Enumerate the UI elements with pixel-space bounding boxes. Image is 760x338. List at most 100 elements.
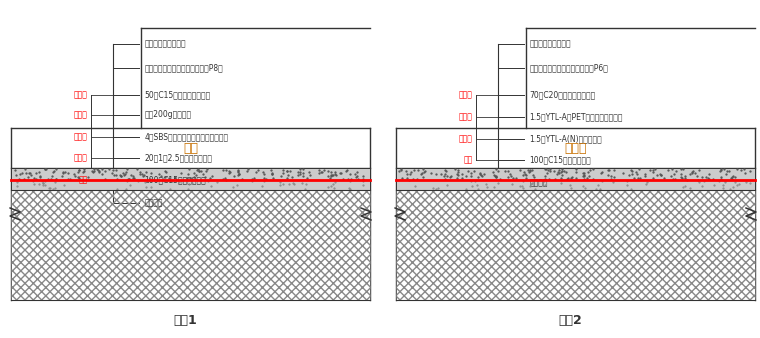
Point bbox=[675, 171, 687, 177]
Point bbox=[739, 170, 752, 176]
Point bbox=[578, 173, 590, 179]
Point bbox=[11, 179, 23, 185]
Point bbox=[228, 173, 240, 178]
Point bbox=[693, 179, 705, 185]
Point bbox=[596, 179, 608, 184]
Point bbox=[30, 176, 42, 181]
Point bbox=[594, 186, 606, 192]
Point bbox=[275, 173, 287, 179]
Point bbox=[43, 186, 55, 191]
Point bbox=[693, 167, 705, 172]
Point bbox=[357, 176, 369, 182]
Point bbox=[233, 171, 245, 176]
Point bbox=[626, 171, 638, 177]
Point bbox=[57, 169, 69, 174]
Point bbox=[322, 174, 334, 179]
Point bbox=[404, 172, 416, 177]
Point bbox=[30, 170, 43, 176]
Text: 4厚SBS改性沥青防水卷材（聚酯胎）: 4厚SBS改性沥青防水卷材（聚酯胎） bbox=[144, 132, 229, 141]
Point bbox=[189, 172, 201, 178]
Point bbox=[543, 168, 556, 173]
Point bbox=[73, 167, 85, 172]
Point bbox=[401, 169, 413, 174]
Point bbox=[325, 173, 337, 179]
Point bbox=[677, 166, 689, 172]
Point bbox=[56, 171, 68, 176]
Text: 1.5厚YTL-A(N)卷材防水层: 1.5厚YTL-A(N)卷材防水层 bbox=[530, 134, 603, 143]
Point bbox=[245, 178, 258, 184]
Point bbox=[538, 178, 550, 184]
Text: 70厚C20细石混凝土保护层: 70厚C20细石混凝土保护层 bbox=[530, 91, 596, 100]
Point bbox=[185, 176, 198, 182]
Point bbox=[140, 184, 152, 190]
Point bbox=[115, 174, 127, 179]
Point bbox=[325, 169, 337, 174]
Point bbox=[46, 176, 58, 182]
Point bbox=[417, 169, 429, 174]
Point bbox=[141, 178, 153, 184]
Point bbox=[625, 168, 638, 174]
Point bbox=[71, 169, 84, 174]
Point bbox=[703, 171, 715, 176]
Point bbox=[27, 176, 40, 181]
Point bbox=[539, 183, 551, 188]
Point bbox=[655, 172, 667, 177]
Point bbox=[232, 170, 244, 175]
Point bbox=[524, 168, 536, 173]
Point bbox=[313, 167, 325, 172]
Point bbox=[47, 169, 59, 174]
Point bbox=[277, 181, 290, 187]
Point bbox=[97, 172, 109, 177]
Point bbox=[451, 171, 463, 177]
Point bbox=[518, 172, 530, 178]
Point bbox=[108, 172, 120, 178]
Point bbox=[699, 174, 711, 179]
Point bbox=[727, 176, 739, 181]
Point bbox=[39, 166, 51, 172]
Point bbox=[730, 180, 742, 185]
Point bbox=[48, 168, 60, 173]
Point bbox=[111, 176, 123, 181]
Point bbox=[277, 170, 290, 176]
Text: 抗渗钢筋混凝土底板（抗渗等级P8）: 抗渗钢筋混凝土底板（抗渗等级P8） bbox=[144, 63, 223, 72]
Point bbox=[744, 168, 756, 173]
Point bbox=[258, 171, 270, 177]
Point bbox=[583, 174, 595, 179]
Point bbox=[280, 168, 293, 173]
Point bbox=[439, 176, 451, 182]
Point bbox=[252, 168, 264, 173]
Point bbox=[540, 176, 552, 182]
Point bbox=[723, 168, 735, 174]
Point bbox=[21, 175, 33, 180]
Point bbox=[321, 169, 334, 174]
Point bbox=[473, 170, 486, 176]
Point bbox=[16, 170, 28, 175]
Point bbox=[188, 176, 201, 181]
Point bbox=[480, 181, 492, 187]
Point bbox=[510, 176, 522, 181]
Point bbox=[633, 166, 645, 171]
Point bbox=[125, 173, 137, 178]
Point bbox=[224, 170, 236, 175]
Bar bbox=[396, 190, 755, 300]
Point bbox=[122, 176, 134, 182]
Point bbox=[350, 175, 362, 180]
Point bbox=[667, 176, 679, 182]
Point bbox=[293, 171, 306, 176]
Text: 20厚1：2.5水泥砂浆找平层: 20厚1：2.5水泥砂浆找平层 bbox=[144, 154, 213, 163]
Point bbox=[233, 171, 245, 176]
Point bbox=[665, 174, 677, 179]
Text: 垫层: 垫层 bbox=[78, 175, 87, 184]
Point bbox=[135, 169, 147, 174]
Point bbox=[241, 168, 253, 173]
Point bbox=[18, 176, 30, 182]
Point bbox=[654, 172, 666, 177]
Point bbox=[439, 172, 451, 177]
Point bbox=[559, 170, 572, 175]
Point bbox=[738, 167, 750, 172]
Point bbox=[679, 176, 691, 181]
Point bbox=[489, 173, 502, 179]
Point bbox=[519, 172, 531, 177]
Point bbox=[587, 176, 599, 181]
Point bbox=[124, 182, 136, 187]
